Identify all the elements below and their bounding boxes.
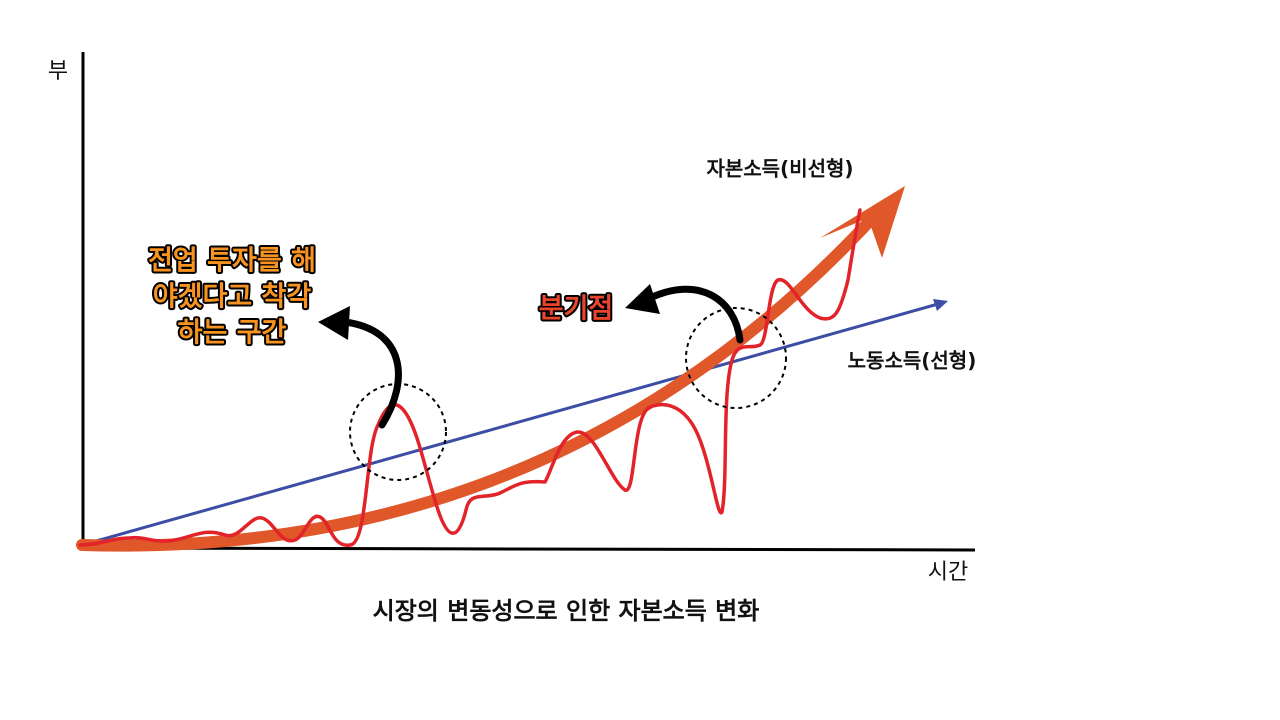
misjudgment-arrowhead xyxy=(318,306,350,340)
market-volatility-line xyxy=(78,208,862,547)
labor-arrowhead xyxy=(933,299,948,311)
misjudgment-arrow xyxy=(341,318,402,429)
labor-label: 노동소득(선형) xyxy=(848,349,977,373)
misjudgment-callout: 전업 투자를 해 xyxy=(148,246,316,277)
capital-arrowhead xyxy=(820,186,905,258)
crossover-circle xyxy=(685,307,787,409)
misjudgment-callout: 야겠다고 착각 xyxy=(153,282,312,313)
x-axis-label: 시간 xyxy=(928,560,968,585)
crossover-callout: 분기점 xyxy=(539,294,614,325)
labor-line xyxy=(81,302,939,547)
crossover-arrowhead xyxy=(625,284,660,314)
x-axis xyxy=(79,546,976,552)
misjudgment-callout: 하는 구간 xyxy=(178,318,287,349)
caption: 시장의 변동성으로 인한 자본소득 변화 xyxy=(373,597,760,625)
crossover-arrow xyxy=(646,285,744,344)
capital-label: 자본소득(비선형) xyxy=(706,157,853,181)
y-axis-label: 부 xyxy=(48,59,68,84)
capital-curve xyxy=(76,206,884,552)
